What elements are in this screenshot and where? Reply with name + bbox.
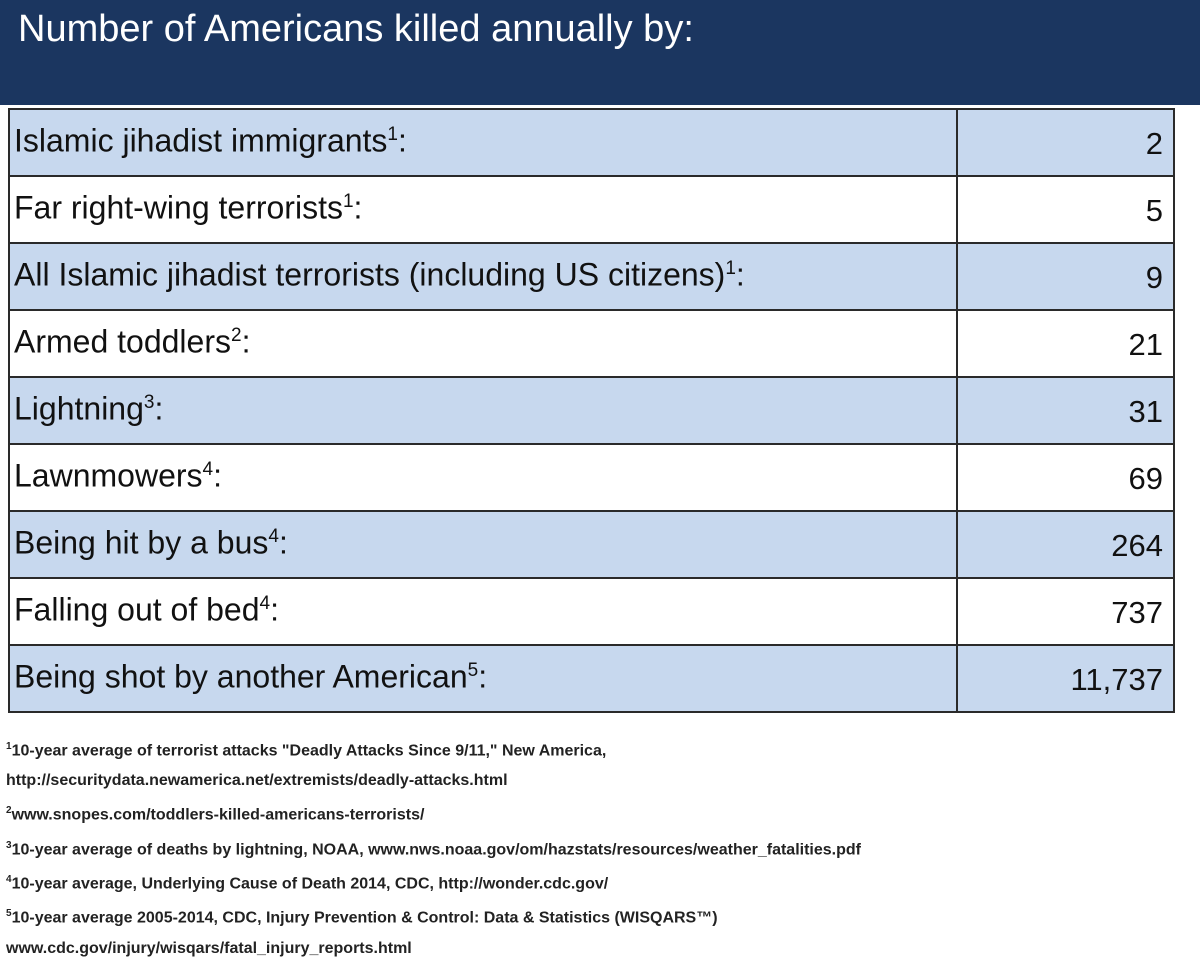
- row-label-end: :: [241, 323, 251, 360]
- row-value: 9: [1145, 260, 1163, 295]
- table-row: Being shot by another American5: 11,737: [8, 646, 1175, 713]
- footnote-text: 10-year average of terrorist attacks "De…: [11, 742, 607, 760]
- table: Islamic jihadist immigrants1: 2 Far right-…: [8, 108, 1175, 713]
- row-label-cell: Being hit by a bus4:: [10, 512, 958, 577]
- row-label-end: :: [353, 189, 363, 226]
- table-row: Lightning3: 31: [8, 378, 1175, 445]
- row-label: Being shot by another American: [14, 658, 468, 695]
- row-label: Being hit by a bus: [14, 524, 269, 561]
- footnote-ref: 1: [387, 124, 398, 145]
- row-value: 21: [1128, 327, 1163, 362]
- row-label-cell: All Islamic jihadist terrorists (includi…: [10, 244, 958, 309]
- row-label: Armed toddlers: [14, 323, 231, 360]
- row-label-end: :: [154, 390, 164, 427]
- row-label: Lawnmowers: [14, 457, 203, 494]
- footnote: 110-year average of terrorist attacks "D…: [6, 732, 1196, 796]
- row-value: 31: [1128, 394, 1163, 429]
- row-label-end: :: [213, 457, 222, 494]
- footnote-ref: 3: [143, 392, 155, 413]
- footnote-ref: 1: [342, 191, 354, 212]
- row-label-end: :: [278, 524, 288, 561]
- footnote-mark: 2: [6, 805, 12, 817]
- table-row: Islamic jihadist immigrants1: 2: [8, 110, 1175, 177]
- footnote-mark: 5: [6, 908, 12, 920]
- footnote: 310-year average of deaths by lightning,…: [6, 831, 1196, 865]
- title: Number of Americans killed annually by:: [18, 8, 694, 50]
- footnote-line: 110-year average of terrorist attacks "D…: [6, 732, 1196, 766]
- footnote: 510-year average 2005-2014, CDC, Injury …: [6, 899, 1196, 963]
- row-value: 737: [1111, 595, 1163, 630]
- footnote-text: 10-year average of deaths by lightning, …: [11, 840, 861, 858]
- row-label-cell: Armed toddlers2:: [10, 311, 958, 376]
- table-row: Lawnmowers4: 69: [8, 445, 1175, 512]
- footnote-ref: 4: [268, 526, 279, 547]
- row-label-cell: Lightning3:: [10, 378, 958, 443]
- footnote-mark: 1: [6, 741, 12, 752]
- footnote-text: www.snopes.com/toddlers-killed-americans…: [11, 806, 425, 824]
- row-label-end: :: [398, 122, 407, 159]
- table-row: Armed toddlers2: 21: [8, 311, 1175, 378]
- footnote-text: 10-year average 2005-2014, CDC, Injury P…: [11, 909, 718, 927]
- footnote-line: http://securitydata.newamerica.net/extre…: [6, 766, 1196, 796]
- row-label-end: :: [735, 256, 745, 293]
- row-label-end: :: [270, 591, 279, 628]
- row-label-end: :: [478, 658, 488, 695]
- footnote-mark: 3: [6, 839, 12, 851]
- row-label: All Islamic jihadist terrorists (includi…: [14, 256, 726, 293]
- footnote-line: 2www.snopes.com/toddlers-killed-american…: [6, 796, 1196, 830]
- footnote: 410-year average, Underlying Cause of De…: [6, 865, 1196, 899]
- footnote-text: www.cdc.gov/injury/wisqars/fatal_injury_…: [6, 939, 412, 957]
- row-value: 2: [1145, 126, 1163, 161]
- row-label-cell: Far right-wing terrorists1:: [10, 177, 958, 242]
- row-label-cell: Lawnmowers4:: [10, 445, 958, 510]
- footnote-text: http://securitydata.newamerica.net/extre…: [6, 772, 508, 790]
- row-label: Islamic jihadist immigrants: [14, 122, 388, 159]
- row-label-cell: Falling out of bed4:: [10, 579, 958, 644]
- footnote-ref: 5: [467, 660, 479, 681]
- row-label-cell: Being shot by another American5:: [10, 646, 958, 711]
- table-row: Far right-wing terrorists1: 5: [8, 177, 1175, 244]
- footnote-ref: 4: [202, 459, 214, 480]
- row-value: 264: [1111, 528, 1163, 563]
- row-label: Falling out of bed: [14, 591, 260, 628]
- header: Number of Americans killed annually by:: [0, 0, 1200, 105]
- footnote: 2www.snopes.com/toddlers-killed-american…: [6, 796, 1196, 830]
- footnotes: 110-year average of terrorist attacks "D…: [6, 732, 1196, 964]
- footnote-line: 510-year average 2005-2014, CDC, Injury …: [6, 899, 1196, 933]
- footnote-mark: 4: [6, 873, 12, 885]
- row-value: 69: [1128, 461, 1163, 496]
- footnote-line: 410-year average, Underlying Cause of De…: [6, 865, 1196, 899]
- footnote-line: 310-year average of deaths by lightning,…: [6, 831, 1196, 865]
- row-value: 5: [1145, 193, 1163, 228]
- row-label: Far right-wing terrorists: [14, 189, 343, 226]
- footnote-ref: 1: [725, 258, 736, 279]
- row-label-cell: Islamic jihadist immigrants1:: [10, 110, 958, 175]
- table-row: Being hit by a bus4: 264: [8, 512, 1175, 579]
- row-value: 11,737: [1070, 662, 1163, 697]
- footnote-ref: 2: [230, 325, 242, 346]
- footnote-line: www.cdc.gov/injury/wisqars/fatal_injury_…: [6, 934, 1196, 964]
- table-row: All Islamic jihadist terrorists (includi…: [8, 244, 1175, 311]
- footnote-text: 10-year average, Underlying Cause of Dea…: [11, 875, 609, 893]
- table-row: Falling out of bed4: 737: [8, 579, 1175, 646]
- footnote-ref: 4: [259, 593, 271, 614]
- row-label: Lightning: [14, 390, 144, 427]
